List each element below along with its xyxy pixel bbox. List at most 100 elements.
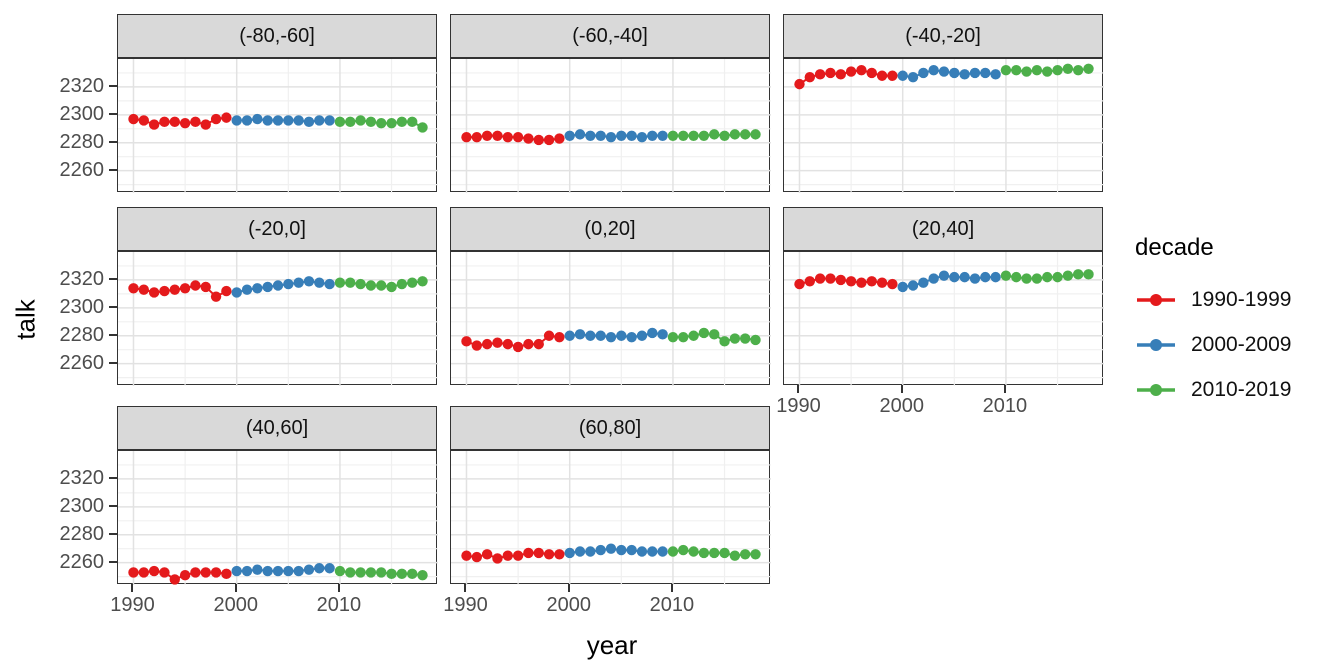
data-point	[729, 129, 741, 140]
series-2000-2009	[897, 64, 1001, 83]
data-point	[386, 568, 397, 580]
data-point	[345, 116, 356, 128]
data-point	[303, 276, 315, 287]
data-point	[492, 130, 503, 141]
data-point	[128, 113, 139, 125]
data-point	[750, 334, 761, 346]
data-point	[657, 546, 668, 557]
data-point	[502, 550, 513, 561]
y-tick-label: 2300	[59, 102, 105, 125]
x-tick-mark	[900, 385, 903, 393]
facet-strip: (40,60]	[117, 406, 437, 450]
y-tick-label: 2260	[59, 550, 105, 573]
data-point	[616, 544, 627, 556]
data-point	[210, 567, 222, 578]
data-point	[200, 567, 211, 578]
data-point	[512, 131, 524, 143]
data-point	[907, 71, 919, 83]
legend-entry: 2000-2009	[1135, 333, 1291, 357]
data-point	[729, 333, 741, 344]
data-point	[719, 336, 730, 347]
data-point	[1052, 64, 1063, 76]
data-point	[804, 276, 816, 287]
data-point	[835, 69, 846, 80]
x-tick-label: 2010	[982, 395, 1028, 417]
data-point	[303, 564, 315, 575]
data-point	[585, 546, 596, 557]
facet-label: (0,20]	[584, 217, 636, 240]
series-2010-2019	[667, 544, 761, 561]
data-point	[794, 78, 805, 90]
data-point	[148, 119, 160, 130]
legend-entry-label: 2010-2019	[1191, 378, 1292, 401]
data-point	[698, 327, 710, 339]
facet-strip: (-60,-40]	[450, 14, 770, 58]
data-point	[1083, 63, 1094, 74]
series-2000-2009	[231, 113, 335, 128]
data-point	[866, 67, 877, 79]
data-point	[1072, 269, 1084, 280]
data-point	[314, 115, 325, 126]
series-1990-1999	[794, 273, 898, 290]
data-point	[355, 567, 366, 578]
data-point	[928, 273, 939, 284]
data-point	[210, 113, 222, 125]
data-point	[667, 546, 679, 557]
x-tick-label: 2010	[316, 594, 362, 616]
legend-key-icon	[1137, 294, 1175, 306]
data-point	[678, 544, 689, 556]
data-point	[231, 287, 242, 298]
x-tick-label: 2000	[879, 395, 924, 417]
data-point	[481, 130, 493, 141]
data-point	[835, 274, 846, 286]
data-point	[406, 568, 418, 580]
data-point	[564, 130, 575, 141]
data-point	[512, 550, 524, 561]
facet-label: (-20,0]	[248, 217, 306, 240]
data-point	[365, 280, 377, 291]
data-point	[376, 118, 387, 129]
data-point	[605, 331, 617, 343]
data-point	[678, 331, 689, 343]
data-point	[200, 119, 211, 130]
data-point	[334, 565, 346, 577]
series-1990-1999	[794, 64, 898, 90]
y-tick-mark	[109, 532, 117, 535]
data-point	[179, 570, 191, 581]
data-point	[179, 118, 191, 129]
data-point	[564, 547, 575, 559]
data-point	[471, 340, 483, 351]
data-point	[471, 131, 483, 143]
legend-title: decade	[1135, 234, 1214, 261]
data-point	[959, 271, 970, 283]
data-point	[709, 329, 720, 340]
data-point	[533, 338, 544, 350]
y-tick-mark	[109, 84, 117, 87]
data-point	[626, 331, 637, 343]
data-point	[739, 549, 751, 560]
y-tick-label: 2300	[59, 295, 105, 318]
data-point	[396, 278, 408, 290]
series-2010-2019	[334, 115, 428, 133]
y-tick-label: 2260	[59, 158, 105, 181]
facet-plot-area	[784, 252, 1104, 386]
data-point	[169, 284, 180, 295]
facet-panel	[450, 251, 771, 386]
facet-plot-area	[451, 451, 771, 585]
data-point	[585, 130, 596, 141]
facet-panel	[783, 251, 1104, 386]
data-point	[386, 281, 397, 293]
data-point	[1083, 269, 1094, 280]
data-point	[845, 66, 857, 77]
data-point	[729, 550, 741, 561]
data-point	[461, 550, 472, 561]
facet-label: (-40,-20]	[905, 24, 981, 47]
data-point	[959, 69, 970, 80]
series-2000-2009	[564, 327, 668, 343]
data-point	[355, 278, 366, 290]
x-tick-label: 1990	[443, 594, 488, 616]
y-tick-label: 2280	[59, 130, 105, 153]
data-point	[241, 565, 253, 577]
data-point	[595, 130, 606, 141]
data-point	[272, 115, 284, 126]
